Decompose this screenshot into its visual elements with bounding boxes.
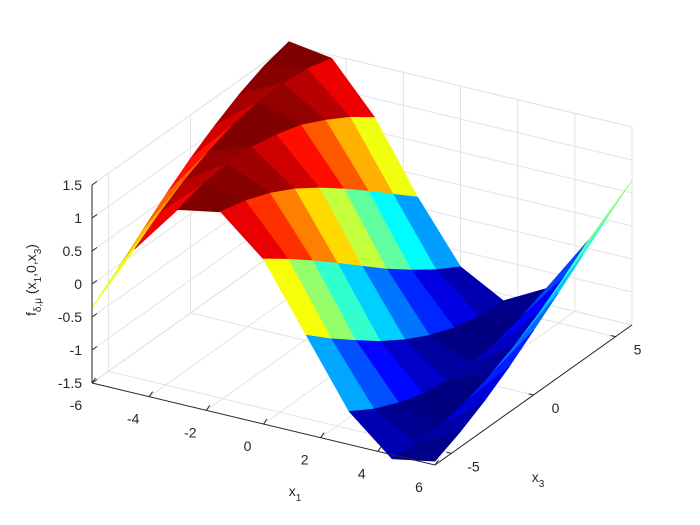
x-tick — [377, 446, 382, 452]
y-tick-label: -5 — [467, 458, 480, 474]
label-text: ,0,x — [23, 254, 39, 277]
label-text: f — [23, 312, 39, 316]
y-tick — [446, 451, 452, 454]
z-tick — [91, 247, 98, 252]
subscript: 3 — [33, 248, 44, 254]
label-text: x — [289, 483, 296, 499]
z-tick — [91, 214, 98, 219]
box-edge — [288, 44, 633, 128]
z-tick — [91, 181, 98, 186]
y-tick-label: 5 — [634, 342, 642, 358]
z-tick-label: 1 — [74, 210, 82, 226]
x-tick — [205, 405, 211, 411]
label-text: ) — [23, 244, 39, 249]
x-tick — [434, 459, 439, 466]
z-tick-label: 0.5 — [63, 243, 83, 259]
y-axis-label: x3 — [532, 469, 545, 490]
x-tick — [320, 432, 325, 438]
surface — [91, 41, 633, 462]
subscript: 3 — [539, 479, 545, 490]
label-text: (x — [23, 282, 39, 298]
y-tick — [528, 393, 534, 396]
label-text: x — [532, 469, 539, 485]
x-axis-label: x1 — [289, 483, 302, 504]
box-edge — [91, 44, 290, 186]
x-tick-label: -4 — [127, 411, 140, 427]
z-tick-label: 0 — [74, 276, 82, 292]
subscript: δ,μ — [33, 298, 44, 312]
y-tick-label: 0 — [552, 400, 560, 416]
box-edge — [91, 242, 290, 384]
y-tick — [610, 334, 616, 338]
z-tick-label: -1.5 — [58, 375, 82, 391]
z-tick — [91, 313, 98, 318]
x-tick-label: 2 — [301, 452, 309, 468]
z-tick — [91, 280, 98, 285]
subscript: 1 — [296, 493, 302, 504]
x-tick-label: -6 — [70, 397, 83, 413]
x-tick-label: 6 — [415, 479, 423, 495]
z-tick — [91, 346, 98, 351]
x-tick-label: -2 — [184, 424, 197, 440]
x-tick-label: 4 — [358, 465, 366, 481]
z-tick-label: -1 — [70, 342, 83, 358]
x-tick — [148, 391, 154, 397]
subscript: 1 — [33, 276, 44, 282]
z-axis-label: fδ,μ (x1,0,x3) — [23, 244, 44, 316]
z-tick-label: 1.5 — [63, 177, 83, 193]
z-tick-label: -0.5 — [58, 309, 82, 325]
axes: -1.5-1-0.500.511.5-6-4-20246-505x1x3fδ,μ… — [23, 177, 642, 504]
surface-patch — [391, 431, 461, 462]
x-tick — [263, 418, 268, 425]
x-tick-label: 0 — [244, 438, 252, 454]
x-tick — [91, 377, 96, 384]
